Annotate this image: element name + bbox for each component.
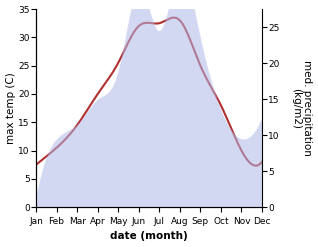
X-axis label: date (month): date (month) xyxy=(110,231,188,242)
Y-axis label: max temp (C): max temp (C) xyxy=(5,72,16,144)
Y-axis label: med. precipitation
(kg/m2): med. precipitation (kg/m2) xyxy=(291,60,313,156)
